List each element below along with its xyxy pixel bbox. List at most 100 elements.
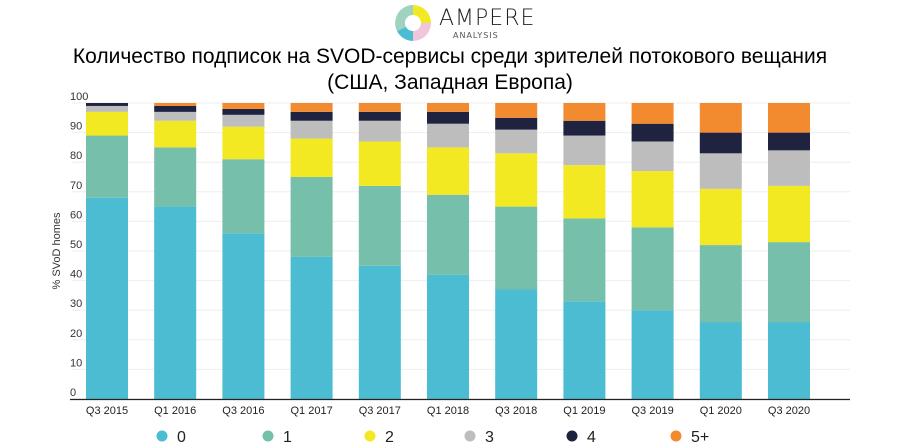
- bar-segment-2: [154, 120, 197, 148]
- bar-segment-1: [768, 242, 810, 323]
- logo-subtitle: ANALYSIS: [453, 31, 499, 40]
- bar-segment-0: [495, 289, 538, 399]
- ampere-analysis-logo: AMPERE ANALYSIS: [393, 3, 534, 43]
- bar-segment-3: [631, 141, 674, 172]
- bar-segment-1: [631, 227, 674, 311]
- legend-label: 1: [283, 429, 292, 446]
- bar-segment-4: [86, 103, 128, 106]
- legend-marker-1: [262, 430, 274, 442]
- y-tick-label: 60: [70, 209, 82, 221]
- x-tick-label: Q3 2017: [359, 405, 401, 417]
- legend-label: 4: [587, 429, 596, 446]
- y-tick-label: 100: [70, 91, 88, 103]
- y-tick-label: 70: [70, 180, 82, 192]
- bar-segment-0: [768, 322, 810, 399]
- bar-segment-4: [154, 105, 197, 112]
- x-tick-label: Q3 2015: [86, 405, 128, 417]
- legend-marker-0: [156, 430, 168, 442]
- bar-segment-3: [86, 105, 128, 112]
- bar-segment-3: [358, 120, 401, 142]
- bar-segment-5plus: [290, 103, 333, 112]
- bar-segment-4: [631, 123, 674, 142]
- bar-segment-0: [290, 256, 333, 399]
- legend-marker-5plus: [670, 430, 682, 442]
- y-tick-label: 40: [70, 269, 82, 281]
- bar-segment-5plus: [563, 103, 606, 121]
- bar-segment-2: [427, 147, 469, 195]
- x-tick-label: Q3 2020: [768, 405, 810, 417]
- legend-marker-2: [364, 430, 376, 442]
- bar-segment-5plus: [427, 103, 469, 112]
- bar-segment-2: [631, 171, 674, 228]
- bar-segment-3: [290, 120, 333, 139]
- bar-segment-1: [427, 194, 469, 275]
- legend-marker-3: [464, 430, 476, 442]
- bar-segment-1: [222, 159, 265, 234]
- bar-segment-0: [699, 322, 742, 399]
- bar-segment-0: [427, 274, 469, 399]
- x-tick-label: Q3 2018: [495, 405, 537, 417]
- bar-segment-3: [495, 129, 538, 154]
- x-tick-label: Q1 2020: [700, 405, 742, 417]
- bar-segment-4: [768, 132, 810, 151]
- x-tick-label: Q1 2017: [290, 405, 332, 417]
- y-tick-label: 50: [70, 239, 82, 251]
- x-tick-label: Q3 2016: [222, 405, 264, 417]
- bar-segment-0: [154, 206, 197, 399]
- bar-segment-1: [154, 147, 197, 207]
- y-tick-label: 80: [70, 150, 82, 162]
- legend-label: 2: [385, 429, 394, 446]
- y-tick-label: 10: [70, 357, 82, 369]
- bar-segment-0: [631, 310, 674, 399]
- bar-segment-4: [290, 111, 333, 121]
- bar-segment-3: [154, 111, 197, 121]
- y-axis-label: % SVoD homes: [51, 212, 63, 290]
- x-tick-label: Q3 2019: [631, 405, 673, 417]
- bar-segment-4: [358, 111, 401, 121]
- bar-segment-5plus: [495, 103, 538, 118]
- legend-label: 3: [485, 429, 494, 446]
- bar-segment-0: [222, 233, 265, 399]
- bar-segment-1: [495, 206, 538, 290]
- bar-segment-5plus: [699, 103, 742, 133]
- bar-segment-1: [563, 218, 606, 302]
- y-tick-label: 30: [70, 298, 82, 310]
- bar-segment-4: [699, 132, 742, 154]
- legend-marker-4: [566, 430, 578, 442]
- bar-segment-0: [358, 265, 401, 399]
- bar-segment-3: [768, 150, 810, 186]
- bar-segment-4: [427, 111, 469, 124]
- bar-segment-2: [358, 141, 401, 186]
- bar-segment-2: [222, 126, 265, 160]
- bar-segment-2: [290, 138, 333, 177]
- bar-segment-0: [563, 301, 606, 399]
- bar-segment-3: [563, 135, 606, 166]
- y-tick-label: 0: [70, 387, 76, 399]
- bar-segment-1: [699, 245, 742, 323]
- bar-segment-2: [495, 153, 538, 207]
- bar-segment-5plus: [768, 103, 810, 133]
- bar-segment-0: [86, 197, 128, 399]
- logo-ring-icon: [395, 5, 431, 41]
- bar-segment-1: [358, 185, 401, 266]
- legend-label: 5+: [691, 429, 709, 446]
- x-tick-label: Q1 2016: [154, 405, 196, 417]
- bar-segment-3: [427, 123, 469, 148]
- logo-wordmark: AMPERE: [439, 6, 536, 31]
- bar-segment-1: [86, 135, 128, 198]
- bar-segment-3: [222, 114, 265, 127]
- bar-segment-2: [699, 188, 742, 246]
- bar-segment-2: [768, 185, 810, 243]
- chart-title: Количество подписок на SVOD-сервисы сред…: [0, 44, 900, 96]
- x-tick-label: Q1 2018: [427, 405, 469, 417]
- bar-segment-4: [563, 120, 606, 136]
- chart-title-line2: (США, Западная Европа): [327, 71, 573, 94]
- bar-segment-4: [222, 108, 265, 115]
- bar-segment-5plus: [154, 103, 197, 106]
- x-tick-label: Q1 2019: [563, 405, 605, 417]
- bar-segment-4: [495, 117, 538, 130]
- y-tick-label: 20: [70, 328, 82, 340]
- legend-label: 0: [177, 429, 186, 446]
- y-tick-label: 90: [70, 121, 82, 133]
- bar-segment-1: [290, 177, 333, 257]
